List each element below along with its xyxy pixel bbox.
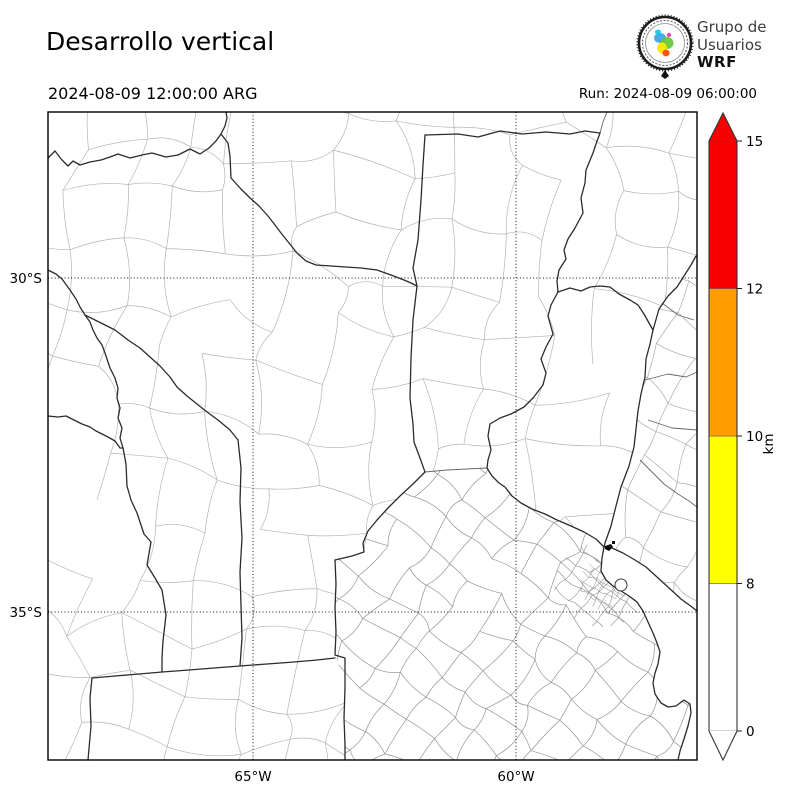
province-boundary-mendoza-drop (88, 678, 92, 760)
colorbar-segment (709, 436, 737, 584)
colorbar-tick-label: 0 (746, 724, 755, 740)
province-boundary-catamarca-cordoba (221, 134, 417, 286)
province-boundary-mendoza-sanjuan (48, 416, 123, 448)
delta-island (615, 579, 627, 591)
colorbar-tick-label: 8 (746, 577, 755, 593)
colorbar: 08101215km (709, 113, 777, 760)
lon-tick-label: 65°W (234, 769, 271, 785)
colorbar-arrow-under (709, 731, 737, 760)
lon-tick-label: 60°W (497, 769, 534, 785)
province-boundary-santafe-west (410, 135, 425, 472)
province-boundary-parana-river (487, 133, 604, 547)
province-boundary-larioja-squiggle (48, 112, 227, 166)
colorbar-segment (709, 141, 737, 289)
colorbar-tick-label: 12 (746, 282, 763, 298)
province-boundary-corrientes-entrerios (558, 286, 653, 330)
lat-tick-label: 30°S (10, 271, 43, 287)
map-plot: 30°S35°S65°W60°W 08101215km (0, 0, 800, 800)
province-boundary-desaguadero (48, 270, 166, 672)
colorbar-segment (709, 289, 737, 437)
province-boundary-sanluis-northwest (85, 315, 238, 440)
colorbar-unit-label: km (761, 434, 777, 455)
weather-figure: Desarrollo vertical 2024-08-09 12:00:00 … (0, 0, 800, 800)
province-boundary-lapampa-north (92, 658, 335, 678)
colorbar-arrow-over (709, 113, 737, 141)
lat-tick-label: 35°S (10, 605, 43, 621)
colorbar-tick-label: 15 (746, 134, 763, 150)
city-mark (612, 541, 615, 544)
parana-upper (600, 112, 607, 133)
colorbar-segment (709, 584, 737, 732)
